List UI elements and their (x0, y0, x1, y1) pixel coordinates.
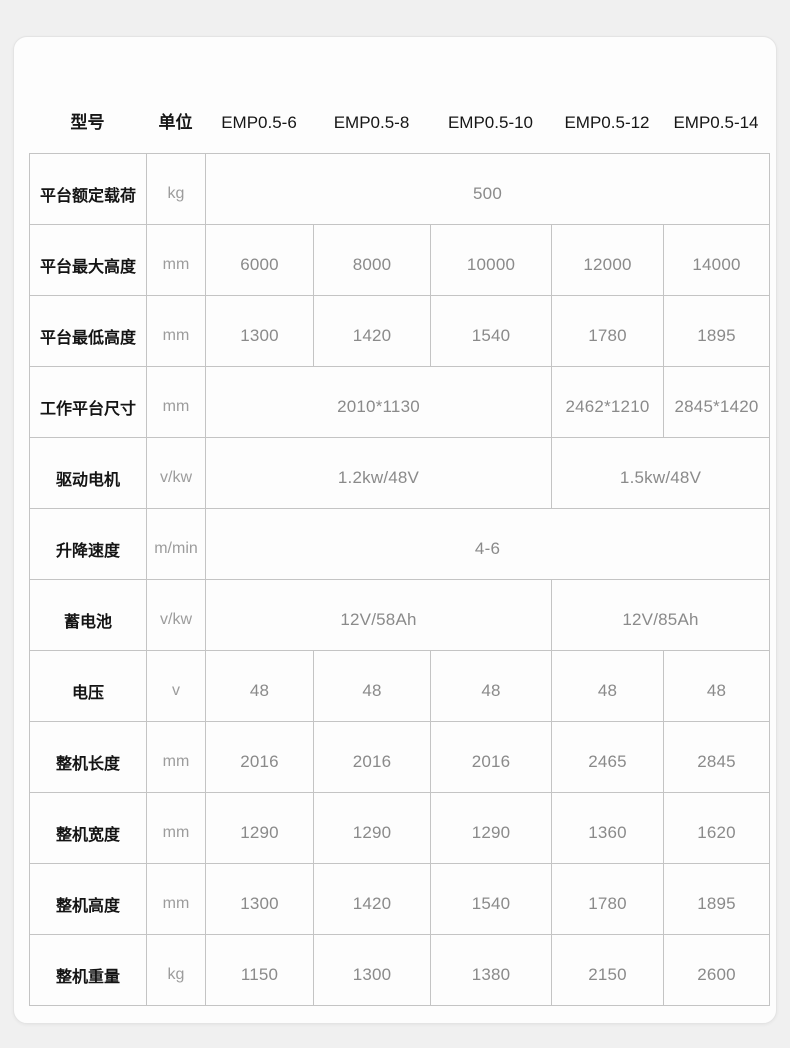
spec-value: 1290 (313, 792, 431, 864)
row-unit: mm (146, 863, 206, 935)
spec-value: 2016 (313, 721, 431, 793)
spec-value: 48 (662, 650, 771, 722)
row-label: 电压 (29, 650, 147, 722)
spec-value: 1150 (205, 934, 314, 1006)
row-label: 整机长度 (29, 721, 147, 793)
row-label: 平台最大高度 (29, 224, 147, 296)
row-unit: mm (146, 366, 206, 438)
row-label: 整机宽度 (29, 792, 147, 864)
row-unit: v (146, 650, 206, 722)
row-unit: mm (146, 224, 206, 296)
spec-value: 1380 (430, 934, 552, 1006)
row-unit: v/kw (146, 437, 206, 509)
row-unit: mm (146, 792, 206, 864)
spec-value: 12V/85Ah (550, 579, 771, 651)
row-unit: mm (146, 721, 206, 793)
spec-value: 1895 (662, 295, 771, 367)
spec-value: 2150 (551, 934, 664, 1006)
spec-value: 2845 (662, 721, 771, 793)
spec-value: 2465 (551, 721, 664, 793)
spec-value: 1.2kw/48V (205, 437, 552, 509)
table-header-row: 型号 单位 EMP0.5-6 EMP0.5-8 EMP0.5-10 EMP0.5… (29, 103, 769, 143)
spec-value: 10000 (430, 224, 552, 296)
table-row: 平台最大高度 mm 6000 8000 10000 12000 14000 (29, 224, 771, 296)
spec-value: 1540 (430, 863, 552, 935)
row-label: 驱动电机 (29, 437, 147, 509)
table-row: 整机高度 mm 1300 1420 1540 1780 1895 (29, 863, 771, 935)
column-header-emp05-6: EMP0.5-6 (221, 113, 297, 132)
spec-value: 1540 (430, 295, 552, 367)
spec-value: 48 (313, 650, 431, 722)
spec-value: 2010*1130 (205, 366, 552, 438)
column-header-unit: 单位 (158, 113, 193, 132)
spec-value: 1780 (551, 295, 664, 367)
spec-value: 2462*1210 (551, 366, 664, 438)
column-header-model: 型号 (70, 113, 105, 132)
table-row: 整机长度 mm 2016 2016 2016 2465 2845 (29, 721, 771, 793)
spec-value: 1290 (205, 792, 314, 864)
spec-value: 48 (430, 650, 552, 722)
spec-value: 2016 (205, 721, 314, 793)
spec-value: 1300 (313, 934, 431, 1006)
row-label: 整机高度 (29, 863, 147, 935)
column-header-emp05-8: EMP0.5-8 (333, 113, 410, 132)
row-unit: m/min (146, 508, 206, 580)
table-row: 电压 v 48 48 48 48 48 (29, 650, 771, 722)
row-label: 整机重量 (29, 934, 147, 1006)
table-row: 蓄电池 v/kw 12V/58Ah 12V/85Ah (29, 579, 771, 651)
spec-card: 型号 单位 EMP0.5-6 EMP0.5-8 EMP0.5-10 EMP0.5… (13, 36, 777, 1024)
table-row: 整机宽度 mm 1290 1290 1290 1360 1620 (29, 792, 771, 864)
table-row: 升降速度 m/min 4-6 (29, 508, 771, 580)
spec-value: 2016 (430, 721, 552, 793)
row-unit: v/kw (146, 579, 206, 651)
spec-value: 48 (551, 650, 664, 722)
spec-value: 1300 (205, 295, 314, 367)
table-row: 驱动电机 v/kw 1.2kw/48V 1.5kw/48V (29, 437, 771, 509)
spec-value: 1895 (662, 863, 771, 935)
spec-value: 8000 (313, 224, 431, 296)
spec-value: 1620 (662, 792, 771, 864)
spec-value: 1.5kw/48V (550, 437, 771, 509)
spec-value: 14000 (662, 224, 771, 296)
spec-value: 12V/58Ah (205, 579, 552, 651)
spec-value: 12000 (551, 224, 664, 296)
row-label: 升降速度 (29, 508, 147, 580)
spec-value: 1780 (551, 863, 664, 935)
row-label: 平台额定载荷 (29, 153, 147, 225)
spec-value: 6000 (205, 224, 314, 296)
table-row: 整机重量 kg 1150 1300 1380 2150 2600 (29, 934, 771, 1006)
row-unit: mm (146, 295, 206, 367)
column-header-emp05-12: EMP0.5-12 (564, 113, 650, 132)
spec-value: 4-6 (204, 508, 771, 580)
spec-value: 48 (205, 650, 314, 722)
spec-value: 500 (204, 153, 771, 225)
row-unit: kg (146, 153, 206, 225)
column-header-emp05-14: EMP0.5-14 (673, 113, 759, 132)
row-label: 平台最低高度 (29, 295, 147, 367)
table-row: 平台最低高度 mm 1300 1420 1540 1780 1895 (29, 295, 771, 367)
row-label: 工作平台尺寸 (29, 366, 147, 438)
row-label: 蓄电池 (29, 579, 147, 651)
spec-value: 2845*1420 (662, 366, 771, 438)
table-row: 平台额定载荷 kg 500 (29, 153, 771, 225)
row-unit: kg (146, 934, 206, 1006)
spec-value: 1420 (313, 863, 431, 935)
spec-value: 1420 (313, 295, 431, 367)
spec-value: 1360 (551, 792, 664, 864)
spec-value: 2600 (662, 934, 771, 1006)
spec-value: 1300 (205, 863, 314, 935)
table-row: 工作平台尺寸 mm 2010*1130 2462*1210 2845*1420 (29, 366, 771, 438)
spec-table: 平台额定载荷 kg 500 平台最大高度 mm 6000 8000 10000 … (29, 153, 771, 1006)
column-header-emp05-10: EMP0.5-10 (447, 113, 534, 132)
spec-value: 1290 (430, 792, 552, 864)
